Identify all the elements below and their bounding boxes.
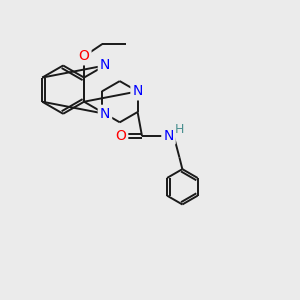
Text: N: N: [100, 107, 110, 121]
Text: H: H: [175, 123, 184, 136]
Text: N: N: [132, 84, 143, 98]
Text: N: N: [163, 129, 174, 143]
Text: O: O: [116, 129, 126, 143]
Text: O: O: [79, 50, 89, 63]
Text: N: N: [100, 58, 110, 73]
